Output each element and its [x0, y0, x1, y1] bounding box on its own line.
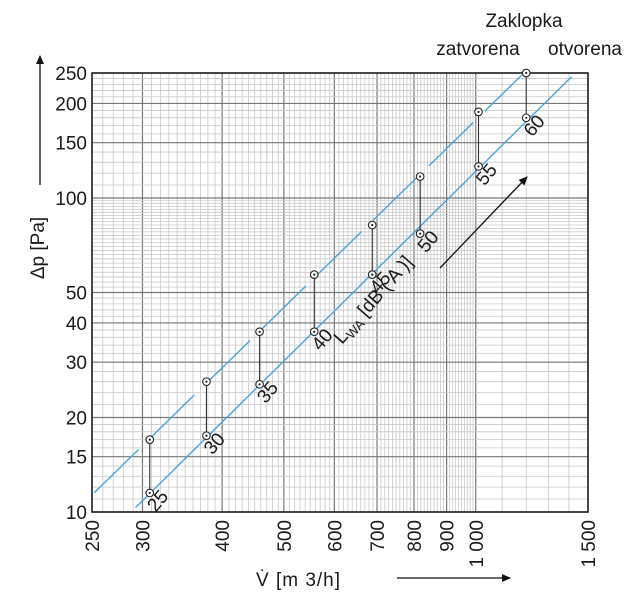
closed-point-marker-dot: [477, 110, 480, 113]
legend-closed-label: zatvorena: [436, 39, 520, 60]
open-point-marker-dot: [419, 232, 422, 235]
series-lines: [93, 74, 572, 509]
x-tick-label: 600: [325, 520, 346, 552]
x-tick-label: 1 000: [467, 520, 488, 568]
grid: [91, 72, 589, 513]
y-tick-label: 200: [55, 94, 87, 115]
y-tick-label: 50: [66, 284, 87, 305]
y-tick-label: 10: [66, 503, 87, 524]
open-point-marker-dot: [258, 383, 261, 386]
y-tick-label: 150: [55, 134, 87, 155]
open-point-marker-dot: [148, 491, 151, 495]
open-point-marker-dot: [477, 165, 480, 168]
y-tick-label: 20: [66, 408, 87, 429]
closed-damper-line: [93, 74, 523, 494]
plot-frame: [36, 55, 589, 582]
y-tick-label: 15: [66, 448, 87, 469]
x-tick-label: 250: [83, 520, 104, 552]
y-axis-label: Δp [Pa]: [28, 217, 49, 279]
x-tick-label: 1 500: [579, 520, 600, 568]
y-tick-label: 40: [66, 314, 87, 335]
open-point-marker-dot: [313, 330, 316, 333]
closed-point-marker-dot: [371, 223, 374, 227]
closed-point-marker-dot: [205, 380, 208, 383]
data-markers: [145, 68, 531, 498]
closed-point-marker-dot: [148, 438, 151, 441]
x-tick-label: 300: [133, 520, 154, 552]
plot-border: [91, 72, 589, 513]
closed-point-marker-dot: [313, 273, 316, 276]
x-axis-label: V̇ [m 3/h]: [256, 570, 341, 591]
closed-point-marker-dot: [258, 330, 261, 333]
open-point-marker-dot: [525, 116, 528, 119]
legend-open-label: otvorena: [548, 39, 622, 60]
x-tick-label: 500: [275, 520, 296, 552]
y-tick-label: 100: [55, 189, 87, 210]
level-axis-arrow: [439, 176, 528, 269]
x-tick-label: 800: [405, 520, 426, 552]
x-tick-label: 400: [213, 520, 234, 552]
y-tick-label: 250: [55, 64, 87, 85]
open-point-marker-dot: [371, 273, 374, 276]
closed-point-marker-dot: [419, 175, 422, 178]
x-tick-label: 900: [438, 520, 459, 552]
closed-point-marker-dot: [525, 71, 528, 75]
open-point-marker-dot: [205, 434, 208, 437]
y-tick-label: 30: [66, 353, 87, 374]
legend-header: Zaklopka: [485, 11, 563, 32]
x-tick-label: 700: [368, 520, 389, 552]
